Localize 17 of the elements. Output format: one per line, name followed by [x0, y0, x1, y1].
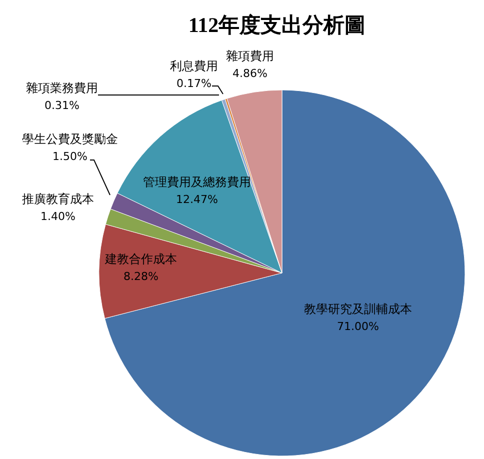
slice-label: 教學研究及訓輔成本 — [304, 302, 412, 316]
chart-title: 112年度支出分析圖 — [188, 13, 366, 37]
data-label: 0.17% — [176, 77, 212, 90]
slice-label: 推廣教育成本 — [22, 192, 94, 206]
slice-label: 管理費用及總務費用 — [143, 175, 251, 189]
slice-label: 利息費用 — [170, 59, 218, 73]
data-label: 8.28% — [124, 270, 158, 283]
data-label: 12.47% — [176, 193, 218, 206]
slice-label: 建教合作成本 — [104, 252, 177, 266]
slice-label: 雜項業務費用 — [26, 81, 98, 95]
data-label: 0.31% — [44, 99, 80, 112]
slice-label: 雜項費用 — [226, 49, 274, 63]
data-label: 71.00% — [337, 320, 379, 333]
data-label: 4.86% — [232, 67, 268, 80]
slice-label: 學生公費及獎勵金 — [22, 132, 118, 146]
data-label: 1.40% — [40, 210, 76, 223]
data-label: 1.50% — [52, 150, 88, 163]
